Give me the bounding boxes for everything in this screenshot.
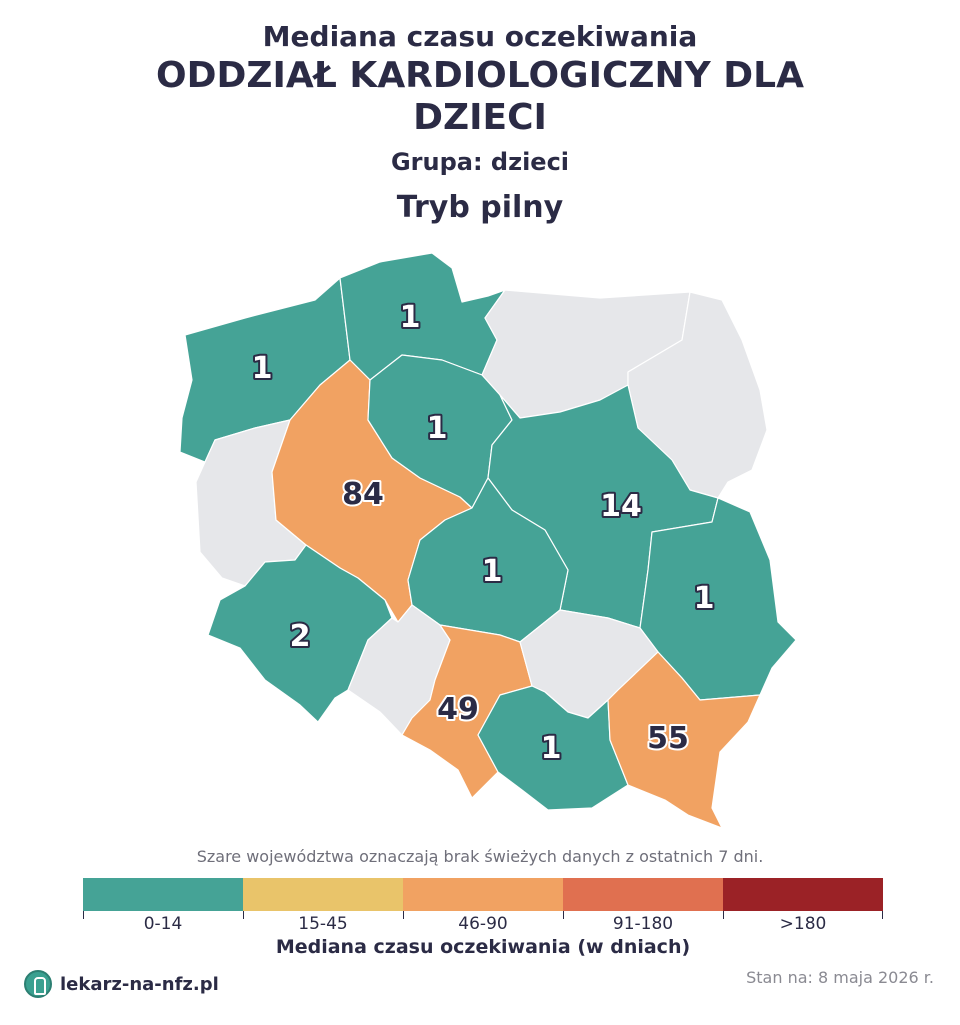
value-label-mazowieckie: 14: [600, 489, 642, 524]
data-date: Stan na: 8 maja 2026 r.: [746, 968, 934, 987]
legend-ticks: [83, 911, 883, 919]
legend-swatch-15-45: [243, 878, 403, 911]
missing-data-note: Szare województwa oznaczają brak świeżyc…: [196, 847, 764, 866]
brand-logo[interactable]: lekarz-na-nfz.pl: [24, 970, 219, 998]
legend-swatch-91-180: [563, 878, 723, 911]
region-value-labels: 1 1 1 84 14 1 1 2 49 1 55: [250, 298, 717, 768]
value-label-lubelskie: 1: [694, 581, 715, 616]
legend-bar: [83, 878, 883, 911]
value-label-wielkopolskie: 84: [342, 477, 384, 512]
legend-label-15-45: 15-45: [298, 914, 348, 934]
value-label-zachodniopomorskie: 1: [252, 351, 273, 386]
value-label-kujawsko-pomorskie: 1: [427, 411, 448, 446]
region-malopolskie: [477, 685, 629, 811]
poland-map: 1 1 1 84 14 1 1 2 49 1 55: [179, 252, 797, 829]
legend-label-91-180: 91-180: [612, 914, 674, 934]
legend-label-0-14: 0-14: [143, 914, 183, 934]
value-label-dolnoslaskie: 2: [290, 619, 311, 654]
page-title-department: ODDZIAŁ KARDIOLOGICZNY DLA DZIECI: [156, 55, 804, 138]
value-label-slaskie: 49: [437, 692, 479, 727]
group-subtitle: Grupa: dzieci: [390, 148, 570, 176]
value-label-lodzkie: 1: [482, 554, 503, 589]
value-label-malopolskie: 1: [541, 731, 562, 766]
mode-subtitle: Tryb pilny: [396, 190, 564, 225]
legend-label-46-90: 46-90: [458, 914, 508, 934]
page-title-line1: Mediana czasu oczekiwania: [262, 20, 698, 53]
legend-labels: 0-14 15-45 46-90 91-180 >180: [83, 914, 883, 934]
value-label-podkarpackie: 55: [647, 721, 689, 756]
brand-name: lekarz-na-nfz.pl: [60, 973, 219, 995]
legend-label-over-180: >180: [779, 914, 827, 934]
doctor-icon: [24, 970, 52, 998]
legend-swatch-46-90: [403, 878, 563, 911]
region-podkarpackie: [607, 651, 761, 829]
legend-swatch-over-180: [723, 878, 883, 911]
value-label-pomorskie: 1: [400, 300, 421, 335]
legend-title: Mediana czasu oczekiwania (w dniach): [275, 936, 691, 958]
region-slaskie: [401, 624, 533, 799]
legend-swatch-0-14: [83, 878, 243, 911]
